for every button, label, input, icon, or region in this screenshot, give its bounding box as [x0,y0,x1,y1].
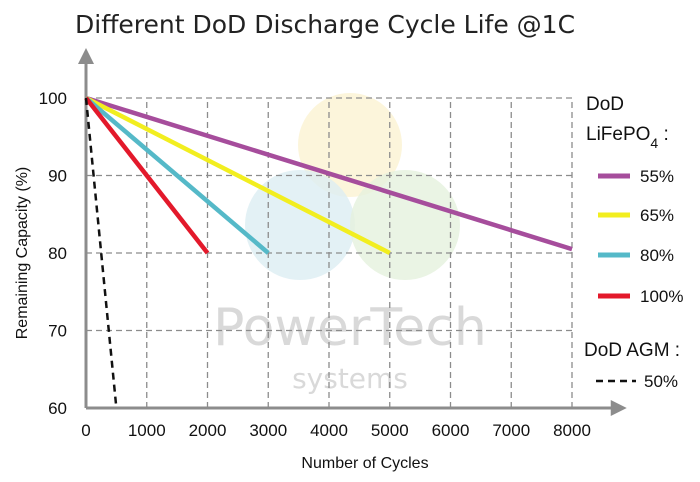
x-tick-label: 3000 [249,421,287,440]
x-axis-label: Number of Cycles [301,455,428,472]
watermark-text-sub: systems [292,362,408,395]
series-line [85,95,573,252]
x-tick-label: 5000 [371,421,409,440]
x-axis-arrow [610,400,627,416]
x-tick-label: 7000 [492,421,530,440]
y-tick-label: 60 [48,399,67,418]
legend-label: 80% [640,246,674,265]
legend-subtitle: LiFePO4 : [586,124,669,151]
legend-label: 65% [640,206,674,225]
x-tick-label: 1000 [128,421,166,440]
x-tick-label: 2000 [189,421,227,440]
series-line [84,95,391,256]
series [84,95,573,409]
legend-label: 100% [640,287,683,306]
chart-title: Different DoD Discharge Cycle Life @1C [75,10,575,39]
x-tick-label: 8000 [553,421,591,440]
y-tick-label: 90 [48,167,67,186]
x-tick-label: 4000 [310,421,348,440]
watermark-text-main: PowerTech [213,298,487,358]
y-tick-label: 70 [48,322,67,341]
y-tick-label: 100 [39,89,67,108]
legend: DoD LiFePO4 : 55% 65% 80% 100% DoD AGM : 50% [584,94,683,391]
legend-label: 55% [640,167,674,186]
legend-title: DoD [586,94,624,115]
x-tick-label: 0 [81,421,90,440]
y-tick-label: 80 [48,244,67,263]
axes [78,48,627,416]
tick-labels: 0 1000 2000 3000 4000 5000 6000 7000 8000 60 70 80 9… [39,89,591,440]
y-axis-label: Remaining Capacity (%) [14,167,31,340]
series-line [84,96,210,255]
legend-label: 50% [644,372,678,391]
legend-title-agm: DoD AGM : [584,340,680,361]
y-axis-arrow [78,48,94,64]
x-tick-label: 6000 [432,421,470,440]
series-line [84,97,118,409]
series-line [84,96,270,255]
